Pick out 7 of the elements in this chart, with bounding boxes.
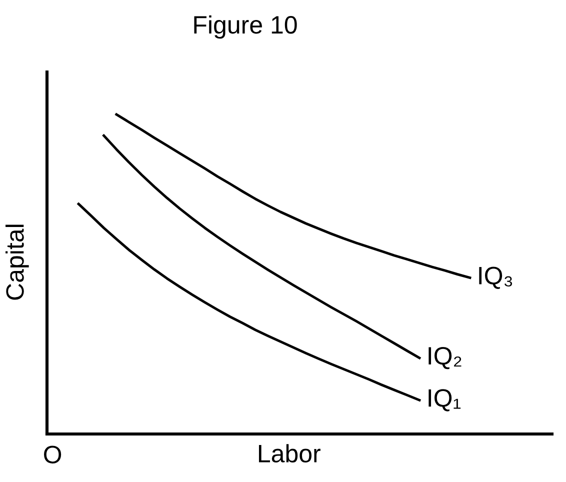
series-label: IQ₃: [479, 266, 512, 289]
chart-title: Figure 10: [194, 15, 297, 39]
series-label: IQ₁: [428, 389, 461, 412]
x-axis-title: Labor: [258, 444, 320, 462]
y-axis-title: Capital: [6, 224, 29, 300]
series-label: IQ₂: [428, 346, 462, 370]
text: O: [44, 446, 62, 464]
